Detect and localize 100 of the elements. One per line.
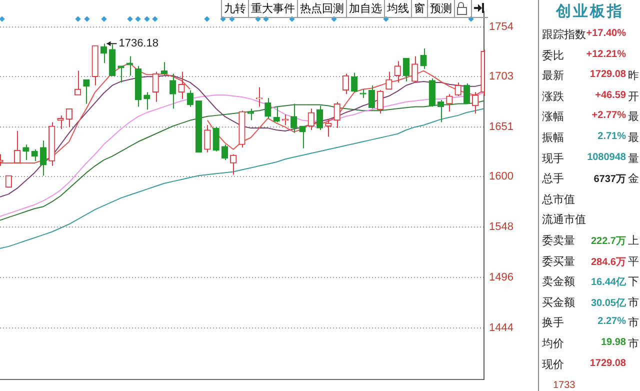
text: 市 [628, 316, 639, 330]
text: +46.59 [595, 90, 626, 101]
candlestick [170, 73, 176, 110]
candlestick [386, 71, 392, 90]
category-label: 买金额 [542, 296, 575, 309]
candlestick [83, 79, 90, 104]
text: 1733 [553, 380, 576, 391]
candlestick [40, 140, 47, 176]
text: 金 [628, 172, 639, 186]
candlestick [178, 71, 185, 100]
annotation: 热点回测 [297, 0, 346, 17]
category-label: 涨幅 [542, 110, 564, 124]
annotation: 重大事件 [248, 0, 297, 17]
annotation: 九转 [221, 0, 248, 17]
text: 2.27% [598, 316, 626, 328]
candlestick [74, 70, 82, 96]
candlestick [160, 62, 168, 76]
candlestick [126, 56, 133, 76]
text: 30.05亿 [590, 298, 626, 309]
candlestick [376, 90, 384, 114]
category-label: 委比 [542, 48, 564, 62]
category-label: 振幅 [542, 131, 564, 144]
y-tick-label: 1703 [489, 70, 514, 83]
text: 1080948 [587, 152, 626, 163]
candlestick [342, 73, 350, 95]
text: 最 [628, 110, 639, 124]
text: 下 [628, 275, 639, 288]
annotation: 均线 [384, 0, 411, 17]
candlestick [273, 106, 280, 123]
candlestick [144, 92, 150, 110]
annotation: 预测 [427, 0, 454, 17]
candlestick [152, 71, 159, 102]
candlestick [420, 48, 427, 70]
category-label: 跟踪指数 [542, 28, 586, 41]
candlestick [428, 78, 436, 108]
y-tick-label: 1651 [489, 121, 514, 134]
candlestick [230, 154, 237, 176]
candlestick [212, 126, 220, 152]
category-label: 委卖量 [542, 234, 575, 247]
category-label: 现手 [542, 152, 564, 165]
candlestick [247, 108, 254, 121]
candlestick [221, 144, 228, 161]
text: 222.7万 [590, 236, 626, 247]
category-label: 流通市值 [542, 213, 586, 226]
candlestick [204, 124, 211, 153]
category-label: 总手 [542, 172, 564, 186]
y-tick-label: 1754 [489, 21, 514, 34]
text: 284.6万 [590, 256, 626, 268]
candlestick [412, 56, 418, 83]
text: 16.44亿 [590, 277, 626, 288]
annotation: 1736.18 [118, 38, 158, 50]
candlestick [463, 82, 470, 104]
candlestick [325, 118, 332, 138]
annotation: 窗 [411, 0, 427, 17]
candlestick [308, 108, 314, 130]
category-label: 换手 [542, 316, 564, 330]
candlestick [472, 92, 479, 114]
text: 开 [628, 90, 639, 103]
candlestick [394, 60, 401, 83]
text: 1729.08 [590, 69, 626, 80]
candlestick [256, 86, 263, 108]
y-tick-label: 1496 [489, 272, 514, 284]
y-tick-label: 1600 [489, 170, 514, 183]
candlestick [31, 148, 38, 162]
candlestick [437, 99, 444, 123]
candlestick [186, 90, 194, 108]
text: 最 [628, 131, 639, 144]
candlestick [299, 126, 306, 149]
candlestick [22, 144, 30, 161]
text: 创业板指 [554, 2, 625, 21]
candlestick [334, 101, 340, 129]
candlestick [66, 108, 72, 128]
text: +12.21% [586, 48, 626, 60]
candlestick [290, 103, 298, 134]
category-label: 涨跌 [542, 90, 564, 103]
candlestick [264, 97, 272, 119]
candlestick [14, 130, 21, 164]
text: 6737万 [594, 174, 626, 186]
text: 昨 [628, 69, 639, 82]
category-label: 现价 [542, 358, 564, 371]
candlestick [446, 94, 453, 112]
text: +2.77% [592, 110, 626, 122]
text: 平 [628, 254, 639, 268]
text: 2.71% [598, 131, 626, 142]
category-label: 均价 [542, 337, 564, 350]
category-label: 卖金额 [542, 275, 575, 288]
candlestick [351, 72, 358, 93]
category-label: 最新 [542, 69, 564, 82]
candlestick [402, 58, 410, 82]
candlestick [5, 175, 12, 188]
candlestick [316, 105, 324, 130]
text: 上 [628, 234, 639, 247]
text: +17.40% [586, 28, 626, 39]
text: 1729.08 [590, 358, 626, 369]
text: 市 [628, 296, 639, 309]
y-tick-label: 1548 [489, 221, 514, 234]
candlestick [368, 84, 375, 110]
y-tick-label: 1444 [489, 322, 514, 334]
text: 量 [628, 152, 639, 165]
category-label: 总市值 [542, 192, 575, 206]
